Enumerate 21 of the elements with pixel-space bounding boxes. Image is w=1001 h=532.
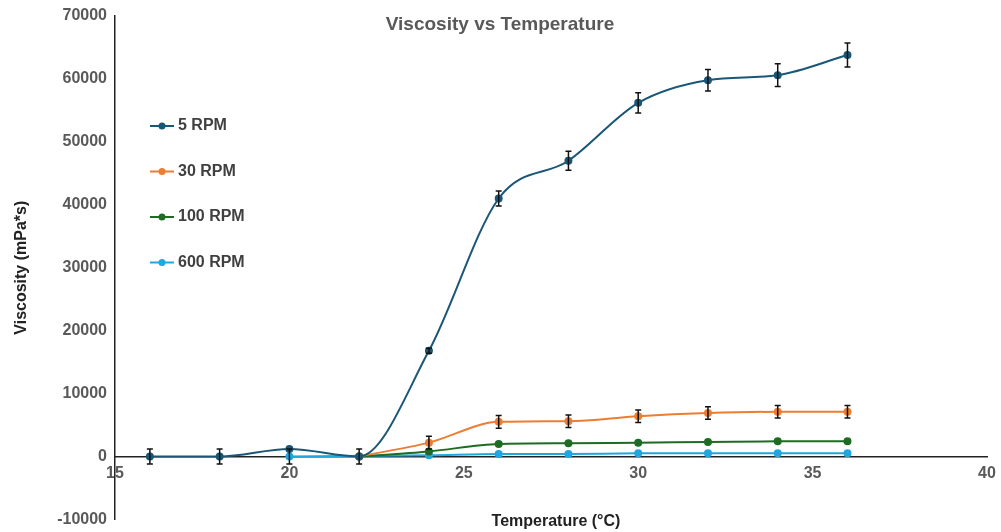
y-tick-label: 70000: [62, 6, 108, 24]
legend-label: 5 RPM: [178, 116, 227, 134]
y-tick-label: 10000: [62, 383, 108, 401]
legend-label: 600 RPM: [178, 252, 245, 270]
x-tick-label: 20: [280, 464, 299, 482]
chart-title: Viscosity vs Temperature: [385, 13, 615, 35]
x-tick-label: 25: [454, 464, 473, 482]
y-tick-label: 50000: [62, 132, 108, 150]
y-tick-label: 60000: [62, 69, 108, 87]
y-tick-label: 20000: [62, 321, 108, 339]
x-tick-label: 35: [803, 464, 822, 482]
y-axis-title: Viscosity (mPa*s): [12, 200, 30, 335]
y-tick-label: 0: [98, 446, 108, 464]
y-tick-label: 40000: [62, 195, 108, 213]
x-tick-label: 40: [978, 464, 996, 482]
legend-label: 100 RPM: [178, 207, 245, 225]
y-tick-label: -10000: [57, 509, 108, 527]
y-tick-label: 30000: [62, 258, 108, 276]
legend-label: 30 RPM: [178, 161, 236, 179]
x-tick-label: 30: [629, 464, 648, 482]
x-axis-title: Temperature (°C): [491, 512, 621, 530]
